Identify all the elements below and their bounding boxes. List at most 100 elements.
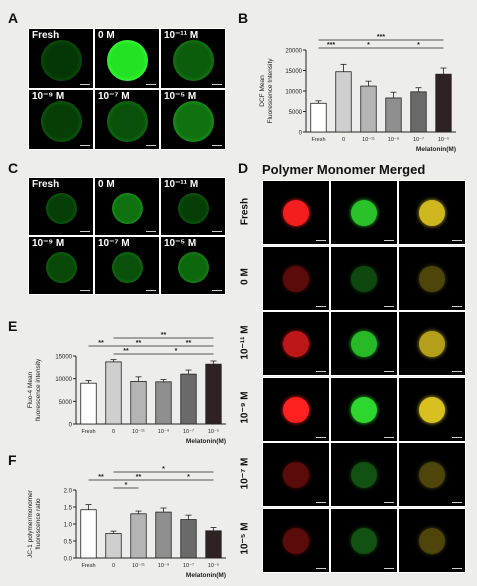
y-tick-label: 10000 xyxy=(285,90,302,96)
panel-d-oocyte xyxy=(283,396,309,423)
bar xyxy=(335,71,352,133)
panel-d-cell xyxy=(330,311,398,376)
panel-a-condition-label: 10⁻¹¹ M xyxy=(164,30,199,41)
panel-d-oocyte xyxy=(351,331,377,357)
panel-d-cell xyxy=(262,245,330,311)
x-tick-label: 10⁻¹¹ xyxy=(362,137,375,143)
x-tick-label: 10⁻⁷ xyxy=(413,136,424,143)
panel-c-cell: 10⁻⁵ M xyxy=(160,236,226,295)
y-tick-label: 5000 xyxy=(59,400,73,406)
scale-bar xyxy=(384,371,394,372)
significance-label: ** xyxy=(98,474,104,481)
scale-bar xyxy=(452,567,462,569)
bar xyxy=(205,530,222,559)
significance-label: * xyxy=(417,42,420,49)
x-tick-label: 0 xyxy=(342,137,345,143)
panel-d-cell xyxy=(398,442,466,507)
panel-a-cell: 10⁻⁵ M xyxy=(160,89,226,150)
panel-c-cell: 10⁻⁹ M xyxy=(28,236,94,295)
y-axis-label: Fluo-4 Mean xyxy=(27,371,34,408)
scale-bar xyxy=(316,371,326,372)
significance-label: *** xyxy=(327,42,335,49)
panel-d-row-label: 10⁻⁹ M xyxy=(239,391,251,424)
significance-label: ** xyxy=(136,340,142,347)
panel-d-row-label: 10⁻⁷ M xyxy=(239,457,251,489)
x-axis-label: Melatonin(M) xyxy=(186,438,226,445)
panel-d-cell xyxy=(330,376,398,442)
scale-bar xyxy=(212,145,222,146)
x-axis-label: Melatonin(M) xyxy=(186,572,226,579)
scale-bar xyxy=(146,84,156,85)
panel-c-cell: 0 M xyxy=(94,177,160,236)
significance-label: * xyxy=(367,42,370,49)
panel-d-row-label: 10⁻⁵ M xyxy=(239,522,251,555)
scale-bar xyxy=(316,436,326,438)
bar xyxy=(435,73,452,133)
panel-c-oocyte xyxy=(112,252,143,283)
scale-bar xyxy=(452,305,462,307)
scale-bar xyxy=(146,145,156,146)
scale-bar xyxy=(384,567,394,569)
panel-letter-a: A xyxy=(8,10,19,26)
x-tick-label: Fresh xyxy=(81,429,95,435)
x-tick-label: 10⁻⁵ xyxy=(438,136,449,143)
x-tick-label: 10⁻⁵ xyxy=(208,562,219,569)
panel-d-cell xyxy=(330,245,398,311)
scale-bar xyxy=(80,84,90,85)
bar xyxy=(130,513,147,559)
panel-d-oocyte xyxy=(351,527,377,554)
significance-label: *** xyxy=(377,34,385,41)
panel-d-cell xyxy=(398,311,466,376)
scale-bar xyxy=(80,145,90,146)
scale-bar xyxy=(316,240,326,241)
panel-d-cell xyxy=(330,442,398,507)
panel-letter-b: B xyxy=(238,10,249,26)
panel-d-cell xyxy=(398,376,466,442)
x-tick-label: 0 xyxy=(112,429,115,435)
panel-a-cell: 10⁻⁹ M xyxy=(28,89,94,150)
scale-bar xyxy=(316,567,326,569)
bar xyxy=(155,511,172,559)
bar xyxy=(310,102,327,133)
panel-d-cell xyxy=(262,180,330,245)
panel-c-cell: 10⁻⁷ M xyxy=(94,236,160,295)
panel-c-condition-label: 10⁻⁷ M xyxy=(98,238,130,249)
bar xyxy=(385,97,402,133)
panel-c-oocyte xyxy=(178,252,209,283)
panel-d-oocyte xyxy=(283,200,309,226)
panel-d-oocyte xyxy=(351,200,377,226)
x-tick-label: Fresh xyxy=(311,137,325,143)
bar xyxy=(80,509,97,559)
panel-d-cell xyxy=(262,507,330,573)
scale-bar xyxy=(384,240,394,241)
y-tick-label: 5000 xyxy=(289,110,303,116)
x-axis-label: Melatonin(M) xyxy=(416,146,456,153)
x-tick-label: 10⁻⁹ xyxy=(388,136,399,143)
scale-bar xyxy=(452,436,462,438)
panel-d-oocyte xyxy=(419,527,445,554)
panel-a-condition-label: 10⁻⁹ M xyxy=(32,91,65,102)
panel-c-oocyte xyxy=(178,193,209,224)
panel-d-oocyte xyxy=(351,462,377,488)
y-axis-label: fluorescence ratio xyxy=(35,498,42,550)
scale-bar xyxy=(316,305,326,307)
panel-d-oocyte xyxy=(283,265,309,292)
panel-c-cell: 10⁻¹¹ M xyxy=(160,177,226,236)
x-tick-label: Fresh xyxy=(81,563,95,569)
scale-bar xyxy=(146,231,156,232)
y-tick-label: 20000 xyxy=(285,49,302,55)
panel-d-cell xyxy=(262,376,330,442)
panel-letter-c: C xyxy=(8,160,19,176)
scale-bar xyxy=(80,231,90,232)
bar xyxy=(360,85,377,133)
scale-bar xyxy=(146,290,156,291)
significance-label: ** xyxy=(136,474,142,481)
panel-a-cell: 10⁻¹¹ M xyxy=(160,28,226,89)
y-tick-label: 15000 xyxy=(55,355,72,361)
panel-d-cell xyxy=(398,507,466,573)
y-tick-label: 2.0 xyxy=(64,489,73,495)
panel-d-oocyte xyxy=(419,462,445,488)
panel-a-cell: 0 M xyxy=(94,28,160,89)
x-tick-label: 0 xyxy=(112,563,115,569)
panel-d-oocyte xyxy=(283,462,309,488)
